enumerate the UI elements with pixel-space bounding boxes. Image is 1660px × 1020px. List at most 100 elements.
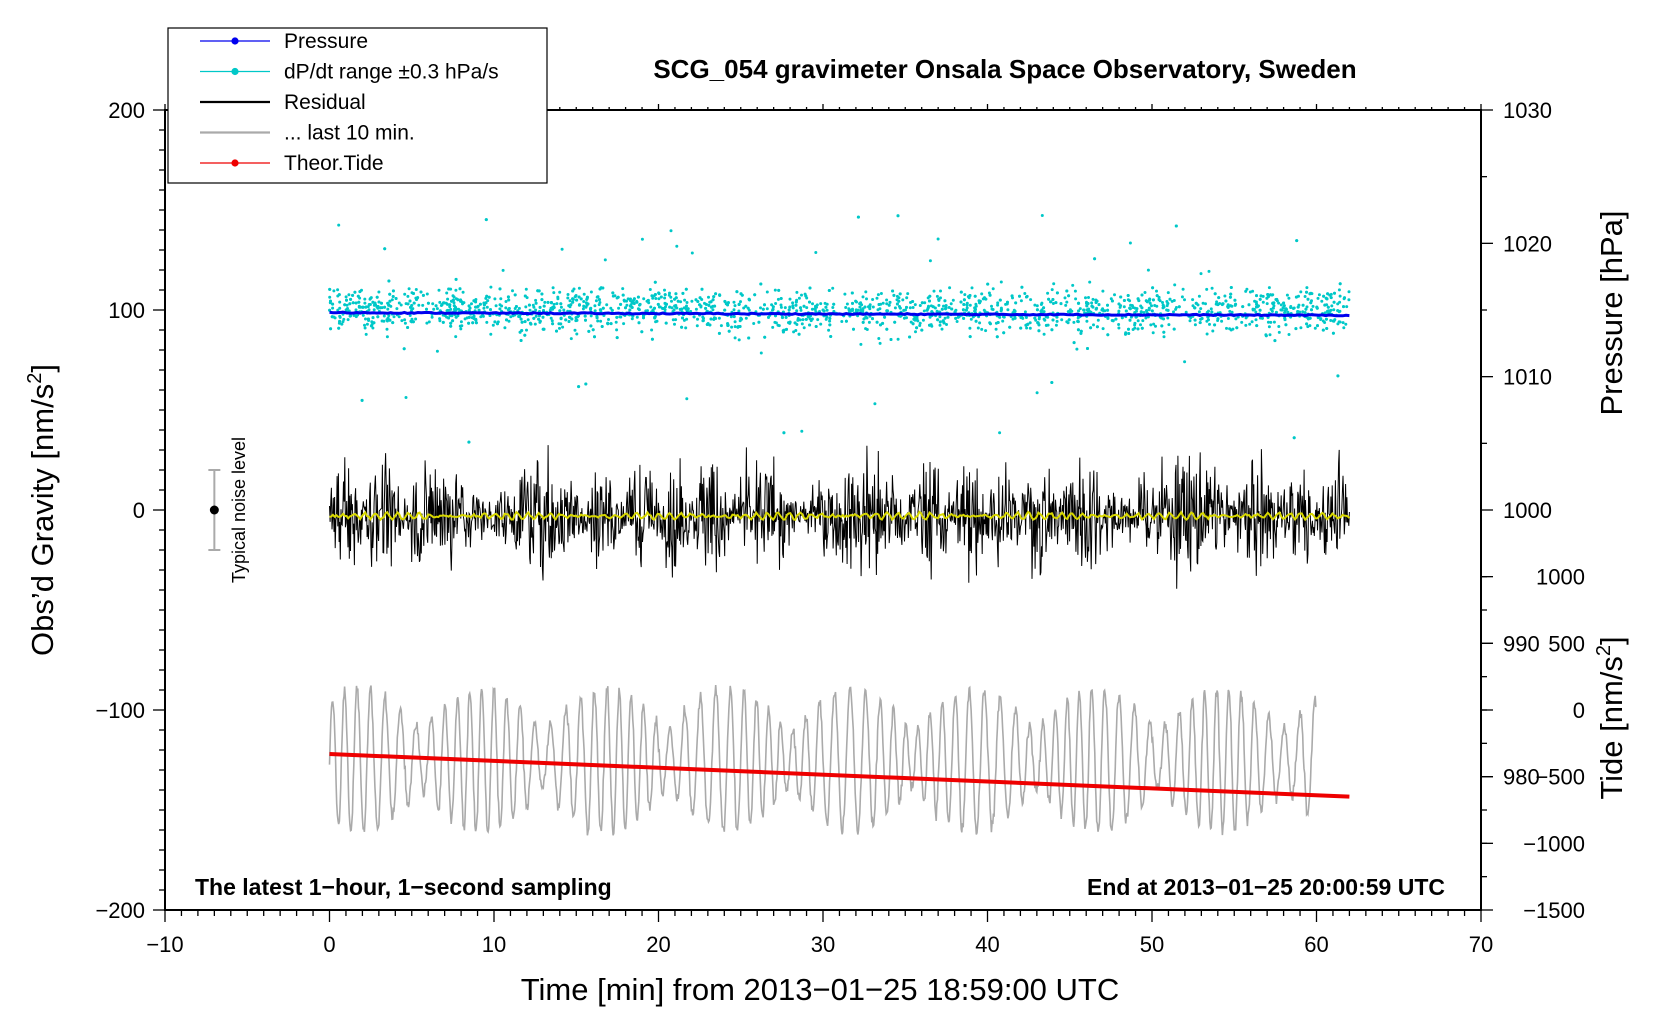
dpdt-point: [1078, 307, 1082, 311]
annotation-end-time: End at 2013−01−25 20:00:59 UTC: [1087, 874, 1445, 900]
dpdt-point: [669, 229, 673, 233]
dpdt-point: [804, 294, 808, 298]
dpdt-point: [804, 317, 808, 321]
dpdt-point: [1042, 310, 1046, 314]
dpdt-point: [1255, 294, 1258, 298]
dpdt-point: [1319, 318, 1323, 321]
dpdt-point: [653, 293, 657, 296]
dpdt-point: [844, 306, 848, 309]
dpdt-point: [388, 292, 392, 296]
dpdt-point: [657, 297, 661, 301]
dpdt-point: [585, 295, 589, 299]
dpdt-point: [831, 286, 835, 290]
dpdt-point: [448, 303, 452, 307]
dpdt-point: [453, 309, 457, 312]
dpdt-point: [739, 316, 743, 320]
dpdt-point: [1225, 326, 1228, 330]
dpdt-point: [1331, 331, 1335, 335]
dpdt-point: [950, 307, 954, 311]
dpdt-point: [908, 306, 912, 310]
dpdt-point: [1205, 319, 1209, 323]
dpdt-point: [771, 307, 775, 311]
dpdt-point: [1270, 309, 1274, 313]
dpdt-point: [808, 323, 812, 327]
dpdt-point: [1047, 297, 1051, 301]
dpdt-point: [1075, 347, 1079, 351]
dpdt-point: [555, 302, 559, 306]
dpdt-point: [498, 307, 502, 311]
dpdt-point: [1136, 319, 1140, 323]
dpdt-point: [735, 290, 739, 294]
dpdt-point: [589, 290, 593, 294]
dpdt-point: [1050, 288, 1054, 292]
dpdt-point: [800, 322, 804, 326]
dpdt-point: [474, 318, 478, 322]
dpdt-point: [1150, 304, 1153, 308]
dpdt-point: [1155, 289, 1158, 293]
dpdt-point: [737, 302, 741, 306]
dpdt-point: [901, 298, 905, 302]
legend-entry-label: Pressure: [284, 30, 368, 53]
dpdt-point: [1326, 292, 1330, 296]
dpdt-point: [1152, 322, 1156, 326]
dpdt-point: [1305, 290, 1308, 294]
residual-series: [329, 445, 1350, 589]
dpdt-point: [541, 327, 545, 331]
dpdt-point: [484, 218, 488, 222]
dpdt-point: [566, 293, 570, 296]
dpdt-point: [1285, 293, 1289, 297]
dpdt-point: [435, 307, 439, 311]
dpdt-point: [338, 300, 342, 304]
dpdt-point: [343, 303, 347, 307]
pressure-tick-label: 1000: [1503, 498, 1552, 523]
dpdt-point: [600, 325, 604, 328]
x-tick-label: 40: [975, 932, 999, 957]
dpdt-point: [918, 324, 922, 327]
dpdt-point: [482, 303, 486, 307]
dpdt-point: [538, 305, 542, 309]
dpdt-point: [861, 320, 865, 324]
dpdt-point: [733, 304, 737, 308]
dpdt-point: [646, 298, 650, 302]
dpdt-point: [575, 332, 579, 336]
dpdt-point: [431, 302, 435, 306]
dpdt-point: [421, 293, 425, 297]
dpdt-point: [970, 286, 974, 290]
dpdt-point: [685, 301, 689, 304]
dpdt-point: [1013, 309, 1017, 313]
dpdt-point: [678, 307, 682, 311]
dpdt-point: [996, 303, 1000, 307]
legend-entry-label: ... last 10 min.: [284, 122, 415, 145]
dpdt-point: [1131, 306, 1135, 309]
dpdt-point: [1094, 307, 1098, 311]
dpdt-point: [879, 292, 883, 295]
pressure-tick-label: 1020: [1503, 231, 1552, 256]
dpdt-point: [626, 297, 630, 301]
dpdt-point: [475, 305, 479, 309]
dpdt-point: [519, 317, 523, 321]
dpdt-point: [1199, 272, 1203, 276]
dpdt-point: [1025, 326, 1029, 330]
dpdt-point: [589, 307, 592, 311]
dpdt-point: [920, 301, 924, 305]
dpdt-point: [635, 300, 639, 304]
dpdt-point: [1308, 316, 1312, 320]
dpdt-point: [1277, 301, 1281, 305]
dpdt-point: [511, 289, 514, 293]
dpdt-point: [558, 309, 562, 313]
dpdt-point: [883, 315, 887, 319]
dpdt-point: [571, 300, 575, 304]
dpdt-point: [1191, 298, 1195, 302]
dpdt-point: [784, 315, 788, 319]
dpdt-point: [1347, 298, 1351, 302]
dpdt-point: [489, 308, 492, 312]
dpdt-point: [1071, 283, 1075, 287]
dpdt-point: [974, 319, 978, 323]
dpdt-point: [899, 314, 902, 318]
dpdt-point: [1172, 299, 1176, 302]
dpdt-point: [865, 297, 868, 301]
dpdt-point: [713, 304, 717, 308]
dpdt-point: [472, 314, 476, 318]
dpdt-point: [1066, 321, 1070, 325]
dpdt-point: [354, 308, 358, 312]
